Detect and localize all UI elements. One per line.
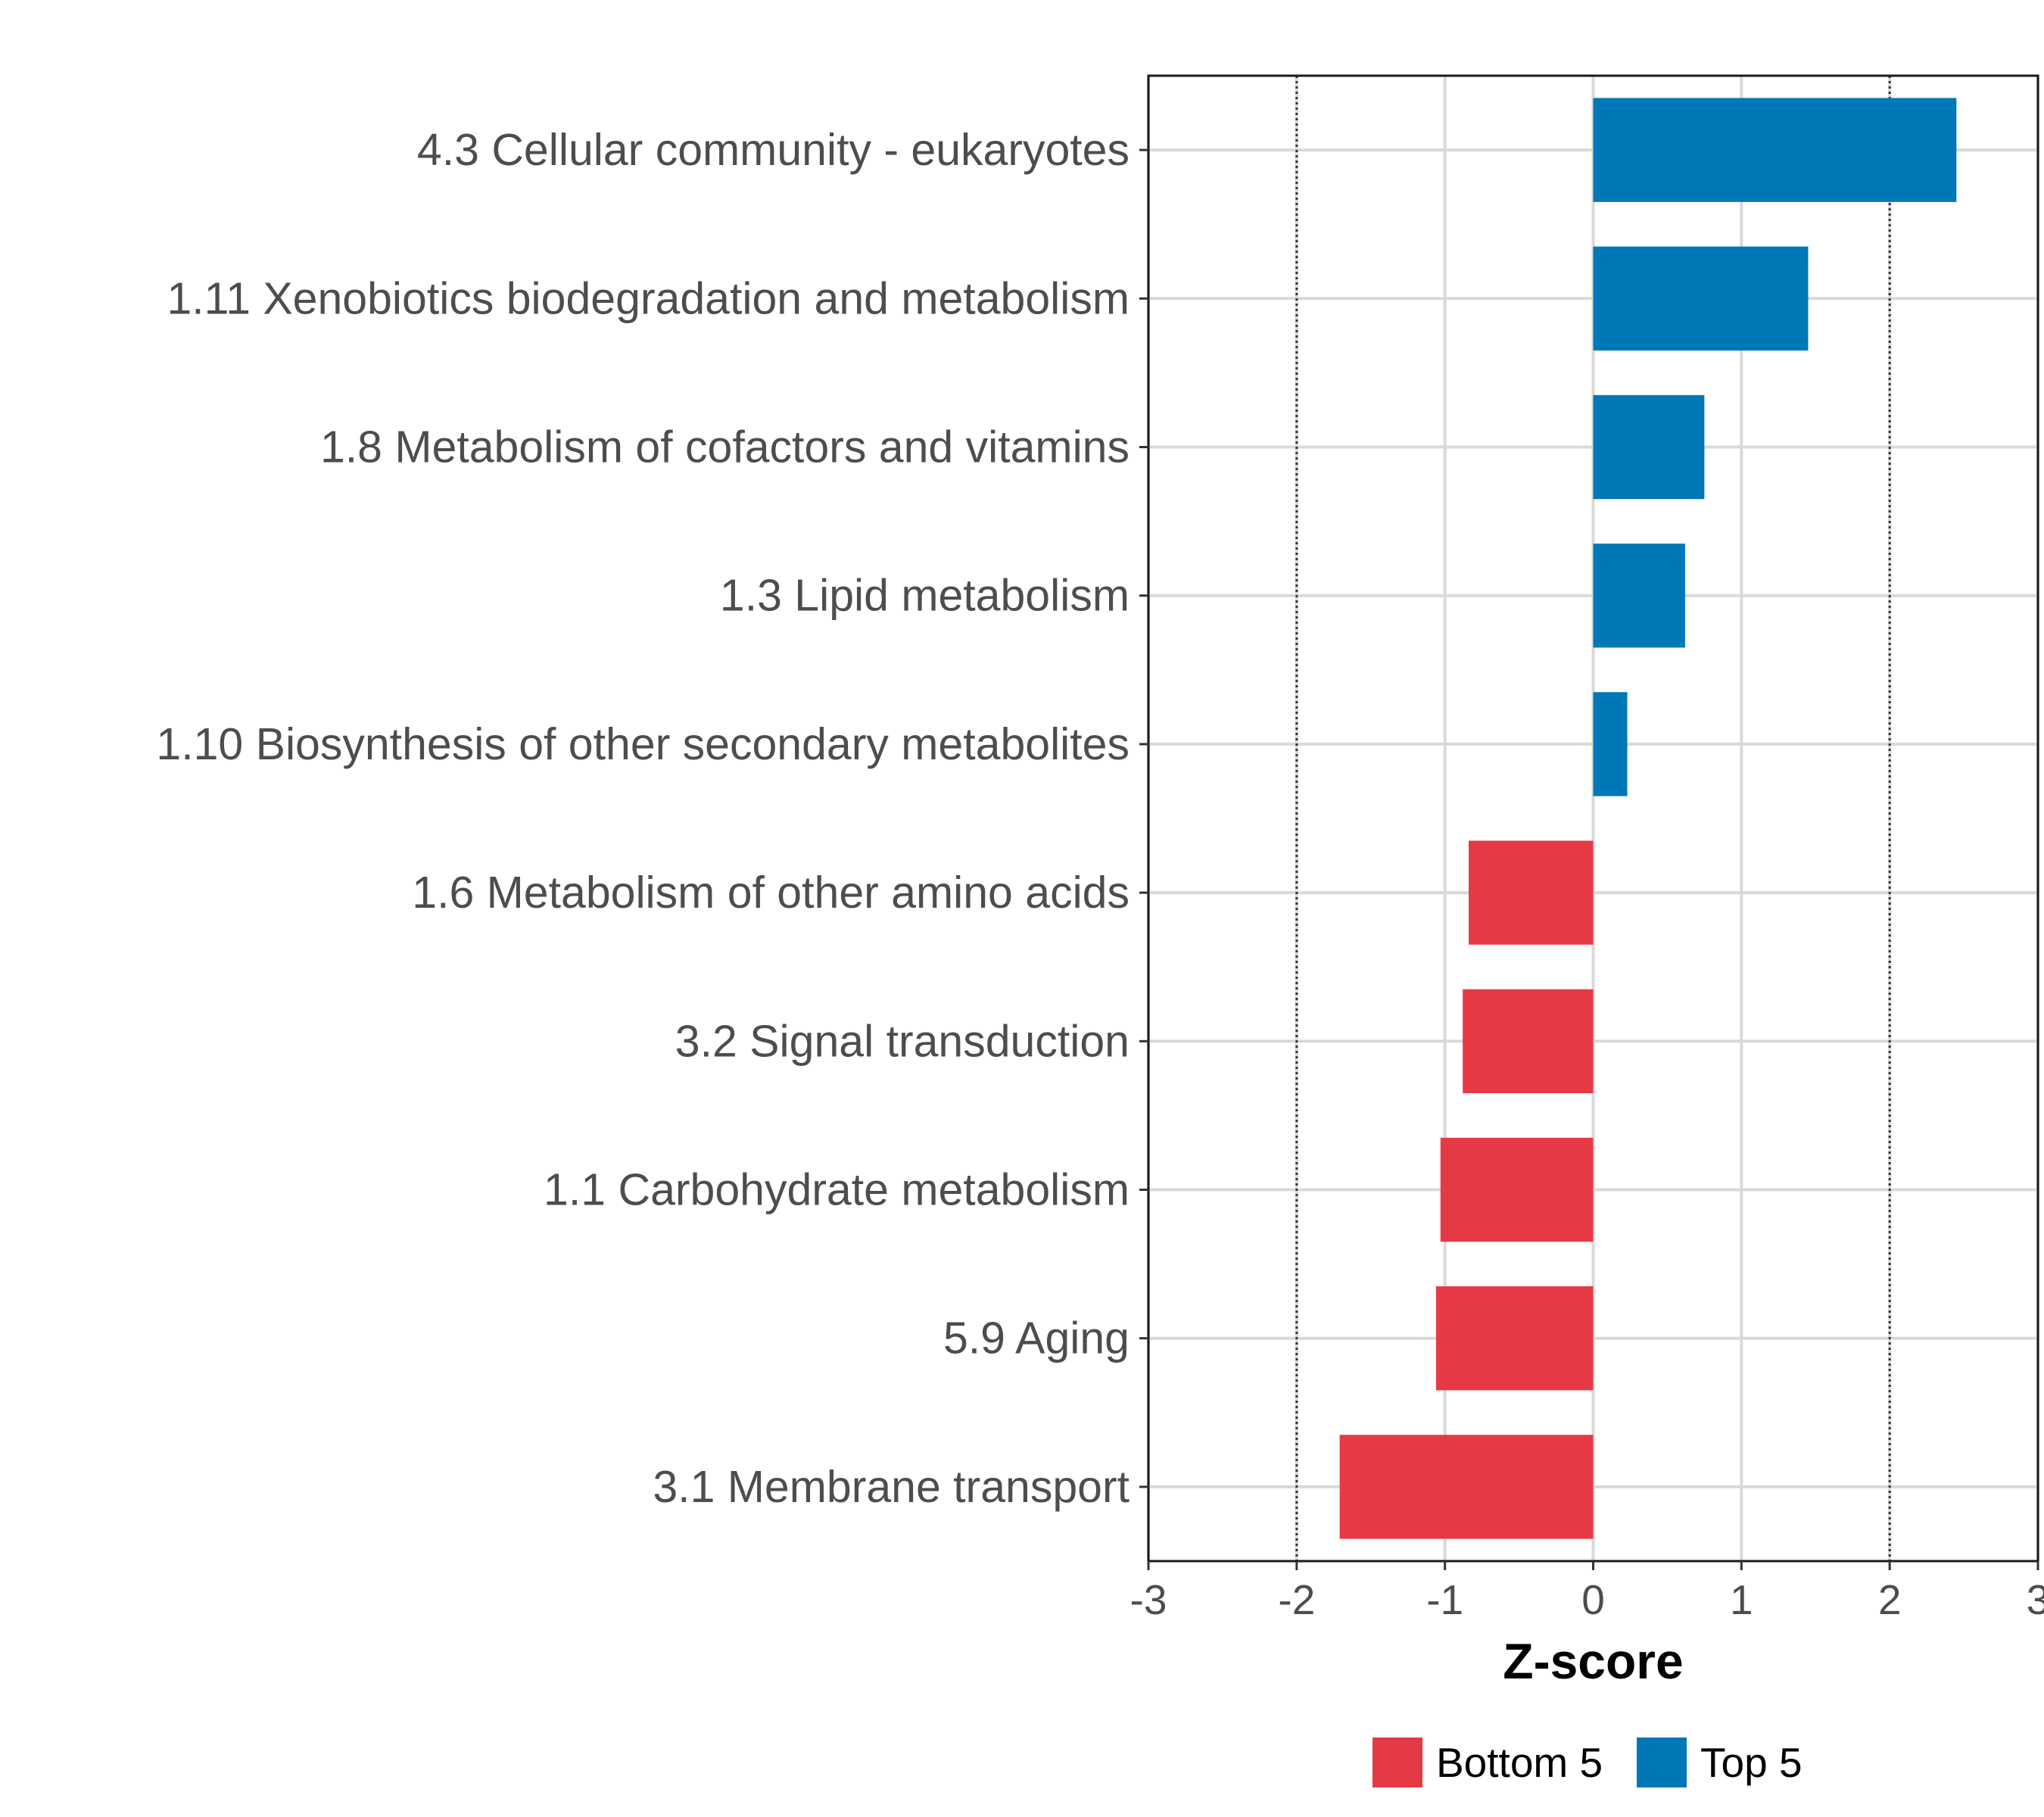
legend-label-bottom-5: Bottom 5 (1436, 1739, 1603, 1786)
bar-3-2-signal-transduction (1463, 989, 1594, 1093)
category-label: 1.11 Xenobiotics biodegradation and meta… (167, 273, 1129, 323)
x-tick-label: 3 (2027, 1576, 2044, 1623)
legend-swatch-bottom-5 (1373, 1738, 1422, 1787)
category-label: 1.10 Biosynthesis of other secondary met… (156, 719, 1129, 769)
category-label: 4.3 Cellular community - eukaryotes (417, 125, 1129, 175)
legend-label-top-5: Top 5 (1700, 1739, 1803, 1786)
x-tick-label: 0 (1581, 1576, 1605, 1623)
x-axis: -3 -2 -1 0 1 2 3 (1130, 1561, 2044, 1623)
bar-1-1-carbohydrate-metabolism (1440, 1137, 1594, 1242)
x-tick-label: -1 (1426, 1576, 1463, 1623)
category-label: 3.2 Signal transduction (675, 1016, 1129, 1066)
category-label: 3.1 Membrane transport (653, 1462, 1129, 1512)
legend-swatch-top-5 (1637, 1738, 1687, 1787)
category-label: 1.6 Metabolism of other amino acids (412, 868, 1129, 918)
x-axis-title: Z-score (1503, 1633, 1683, 1689)
bar-3-1-membrane-transport (1339, 1435, 1594, 1539)
category-label: 1.3 Lipid metabolism (720, 571, 1129, 621)
bar-4-3-cellular-community-eukaryotes (1593, 98, 1957, 202)
x-tick-label: 1 (1730, 1576, 1753, 1623)
legend: Bottom 5 Top 5 (1373, 1738, 1803, 1787)
category-label: 5.9 Aging (943, 1314, 1129, 1364)
x-tick-label: -2 (1278, 1576, 1315, 1623)
category-label: 1.1 Carbohydrate metabolism (544, 1165, 1129, 1215)
bar-1-6-metabolism-of-other-amino-acids (1469, 840, 1594, 945)
bar-1-10-biosynthesis-of-other-secondary-metabolites (1593, 692, 1628, 796)
bar-1-11-xenobiotics-biodegradation-and-metabolism (1593, 246, 1809, 351)
category-label: 1.8 Metabolism of cofactors and vitamins (320, 422, 1129, 472)
y-axis: 4.3 Cellular community - eukaryotes 1.11 … (156, 125, 1148, 1512)
x-tick-label: -3 (1130, 1576, 1167, 1623)
bar-1-8-metabolism-of-cofactors-and-vitamins (1593, 394, 1705, 500)
reference-lines (1295, 76, 1891, 1561)
bars (1339, 98, 1957, 1539)
x-tick-label: 2 (1878, 1576, 1902, 1623)
bar-1-3-lipid-metabolism (1593, 544, 1685, 648)
bar-5-9-aging (1435, 1286, 1594, 1391)
